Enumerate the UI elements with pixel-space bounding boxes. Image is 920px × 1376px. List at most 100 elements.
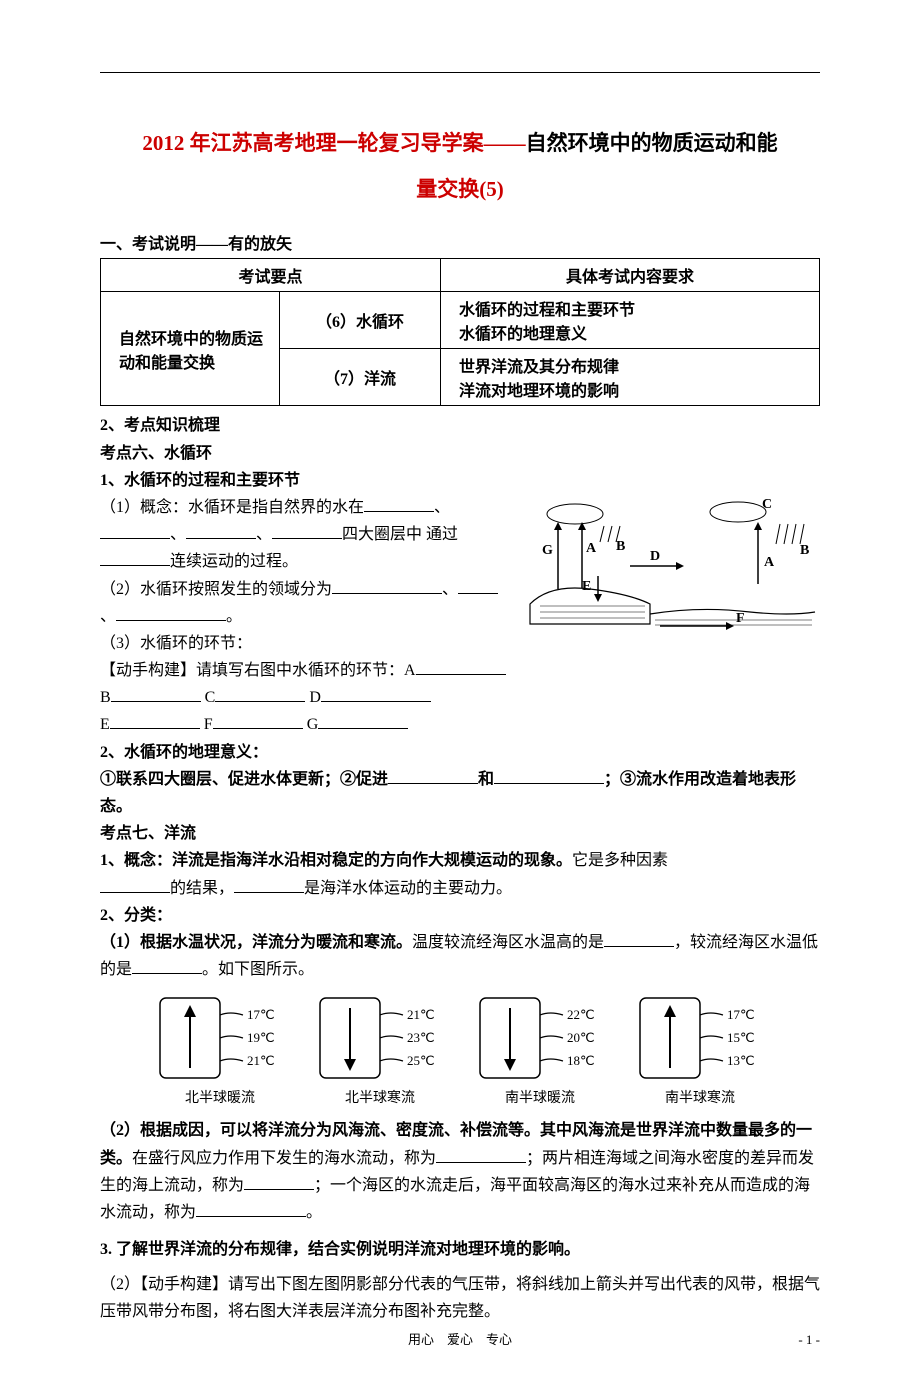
text: 的结果， <box>170 880 234 897</box>
current-label: 南半球暖流 <box>475 1087 605 1107</box>
text: 它是多种因素 <box>572 852 668 869</box>
text: （1）根据水温状况，洋流分为暖流和寒流。 <box>100 934 412 951</box>
svg-text:17℃: 17℃ <box>247 1007 275 1022</box>
td-sub7: （7）洋流 <box>280 349 441 406</box>
svg-text:18℃: 18℃ <box>567 1053 595 1068</box>
blank <box>100 876 170 893</box>
kp6-build-line2: B C D <box>100 684 820 711</box>
text: B <box>100 689 111 706</box>
title-red-part: 2012 年江苏高考地理一轮复习导学案—— <box>142 131 525 155</box>
label-E: E <box>582 579 591 594</box>
text: 在盛行风应力作用下发生的海水流动，称为 <box>132 1150 436 1167</box>
kp7-1: 1、概念：洋流是指海洋水沿相对稳定的方向作大规模运动的现象。它是多种因素 的结果… <box>100 847 820 901</box>
label-D: D <box>650 549 660 564</box>
text: G <box>307 716 319 733</box>
blank <box>132 957 202 974</box>
svg-text:19℃: 19℃ <box>247 1030 275 1045</box>
blank <box>364 495 434 512</box>
blank <box>388 767 478 784</box>
p2-heading: 2、考点知识梳理 <box>100 412 820 439</box>
footer-text: 用心 爱心 专心 <box>0 1329 920 1348</box>
table-row: 自然环境中的物质运动和能量交换 （6）水循环 水循环的过程和主要环节 水循环的地… <box>101 292 820 349</box>
text: 、 <box>256 526 272 543</box>
text: ①联系四大圈层、促进水体更新；②促进 <box>100 771 388 788</box>
blank <box>213 712 303 729</box>
blank <box>332 577 442 594</box>
text: 和 <box>478 771 494 788</box>
kp7-heading: 考点七、洋流 <box>100 820 820 847</box>
current-item: 17℃15℃13℃南半球寒流 <box>635 993 765 1107</box>
current-item: 17℃19℃21℃北半球暖流 <box>155 993 285 1107</box>
text: 。如下图所示。 <box>202 961 314 978</box>
horizontal-rule <box>100 72 820 73</box>
svg-text:17℃: 17℃ <box>727 1007 755 1022</box>
title-line2: 量交换(5) <box>100 166 820 212</box>
title-black-part: 自然环境中的物质运动和能 <box>526 131 778 155</box>
text: 、 <box>170 526 186 543</box>
kp6-1-heading: 1、水循环的过程和主要环节 <box>100 467 820 494</box>
kp7-3-heading: 3. 了解世界洋流的分布规律，结合实例说明洋流对地理环境的影响。 <box>100 1236 820 1263</box>
section-1-heading: 一、考试说明——有的放矢 <box>100 230 820 254</box>
blank <box>416 658 506 675</box>
text: F <box>204 716 213 733</box>
blank <box>100 522 170 539</box>
text: 1、概念：洋流是指海洋水沿相对稳定的方向作大规模运动的现象。 <box>100 852 572 869</box>
kp6-build: 【动手构建】请填写右图中水循环的环节：A <box>100 657 820 684</box>
label-G: G <box>542 543 553 558</box>
text: （2）水循环按照发生的领域分为 <box>100 581 332 598</box>
page: 2012 年江苏高考地理一轮复习导学案——自然环境中的物质运动和能 量交换(5)… <box>0 0 920 1376</box>
text: 连续运动的过程。 <box>170 553 298 570</box>
blank <box>116 604 226 621</box>
current-item: 22℃20℃18℃南半球暖流 <box>475 993 605 1107</box>
text: 通过 <box>426 526 458 543</box>
text: 四大圈层中 <box>342 526 422 543</box>
text: 、 <box>434 499 450 516</box>
svg-text:25℃: 25℃ <box>407 1053 435 1068</box>
blank <box>111 685 201 702</box>
text: 【动手构建】请填写右图中水循环的环节：A <box>100 662 416 679</box>
current-label: 南半球寒流 <box>635 1087 765 1107</box>
th-content: 具体考试内容要求 <box>441 259 820 292</box>
blank <box>458 577 498 594</box>
text: 。 <box>306 1204 322 1221</box>
table-head-row: 考试要点 具体考试内容要求 <box>101 259 820 292</box>
svg-text:21℃: 21℃ <box>247 1053 275 1068</box>
text: 是海洋水体运动的主要动力。 <box>304 880 512 897</box>
blank <box>604 930 674 947</box>
kp7-2-heading: 2、分类： <box>100 902 820 929</box>
kp7-3-text: （2）【动手构建】请写出下图左图阴影部分代表的气压带，将斜线加上箭头并写出代表的… <box>100 1271 820 1325</box>
kp7-2-2: （2）根据成因，可以将洋流分为风海流、密度流、补偿流等。其中风海流是世界洋流中数… <box>100 1117 820 1226</box>
label-A2: A <box>764 555 775 570</box>
blank <box>100 549 170 566</box>
kp6-2-heading: 2、水循环的地理意义： <box>100 739 820 766</box>
water-cycle-diagram: C G A B D <box>520 494 820 649</box>
blank <box>321 685 431 702</box>
blank <box>244 1173 314 1190</box>
kp6-heading: 考点六、水循环 <box>100 440 820 467</box>
currents-row: 17℃19℃21℃北半球暖流21℃23℃25℃北半球寒流22℃20℃18℃南半球… <box>100 993 820 1107</box>
svg-text:20℃: 20℃ <box>567 1030 595 1045</box>
text: D <box>309 689 321 706</box>
text: 。 <box>226 608 242 625</box>
exam-table: 考试要点 具体考试内容要求 自然环境中的物质运动和能量交换 （6）水循环 水循环… <box>100 258 820 406</box>
svg-text:13℃: 13℃ <box>727 1053 755 1068</box>
blank <box>272 522 342 539</box>
blank <box>494 767 604 784</box>
current-item: 21℃23℃25℃北半球寒流 <box>315 993 445 1107</box>
water-cycle-svg: C G A B D <box>520 494 820 644</box>
blank <box>196 1200 306 1217</box>
blank <box>318 712 408 729</box>
td-topic: 自然环境中的物质运动和能量交换 <box>101 292 280 406</box>
document-title: 2012 年江苏高考地理一轮复习导学案——自然环境中的物质运动和能 量交换(5) <box>100 120 820 212</box>
text: 、 <box>100 608 116 625</box>
td-desc7: 世界洋流及其分布规律 洋流对地理环境的影响 <box>441 349 820 406</box>
text: 、 <box>442 581 458 598</box>
blank <box>436 1146 526 1163</box>
current-label: 北半球寒流 <box>315 1087 445 1107</box>
label-F: F <box>736 611 745 626</box>
blank <box>215 685 305 702</box>
td-desc6: 水循环的过程和主要环节 水循环的地理意义 <box>441 292 820 349</box>
th-points: 考试要点 <box>101 259 441 292</box>
kp6-2-text: ①联系四大圈层、促进水体更新；②促进和；③流水作用改造着地表形态。 <box>100 766 820 820</box>
label-A: A <box>586 541 597 556</box>
